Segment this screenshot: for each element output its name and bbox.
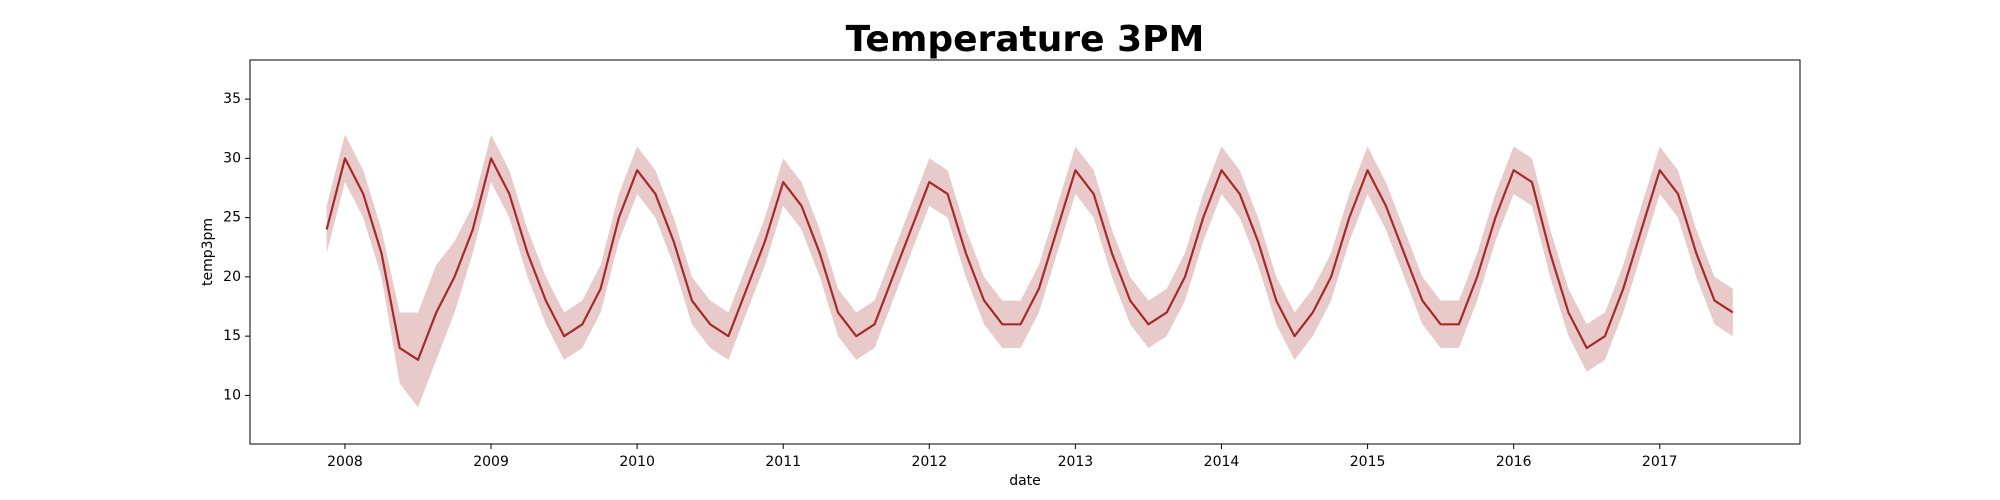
y-tick-label: 30 xyxy=(223,150,241,166)
x-tick-label: 2016 xyxy=(1496,454,1532,470)
y-tick-label: 15 xyxy=(223,328,241,344)
x-tick-label: 2010 xyxy=(619,454,655,470)
x-tick-label: 2014 xyxy=(1204,454,1240,470)
x-tick-label: 2013 xyxy=(1058,454,1094,470)
y-tick-label: 10 xyxy=(223,387,241,403)
x-tick-label: 2012 xyxy=(911,454,947,470)
x-tick-label: 2008 xyxy=(327,454,363,470)
line-series xyxy=(325,157,1734,361)
plot-frame xyxy=(249,59,1801,445)
x-tick-label: 2009 xyxy=(473,454,509,470)
x-tick-label: 2017 xyxy=(1642,454,1678,470)
y-tick-label: 35 xyxy=(223,91,241,107)
y-tick-label: 25 xyxy=(223,210,241,226)
y-axis-label: temp3pm xyxy=(200,218,216,286)
y-tick-label: 20 xyxy=(223,269,241,285)
chart-title: Temperature 3PM xyxy=(846,19,1205,60)
x-tick-label: 2015 xyxy=(1350,454,1386,470)
confidence-band xyxy=(326,134,1733,408)
x-tick-label: 2011 xyxy=(765,454,801,470)
x-axis-label: date xyxy=(1009,473,1041,489)
